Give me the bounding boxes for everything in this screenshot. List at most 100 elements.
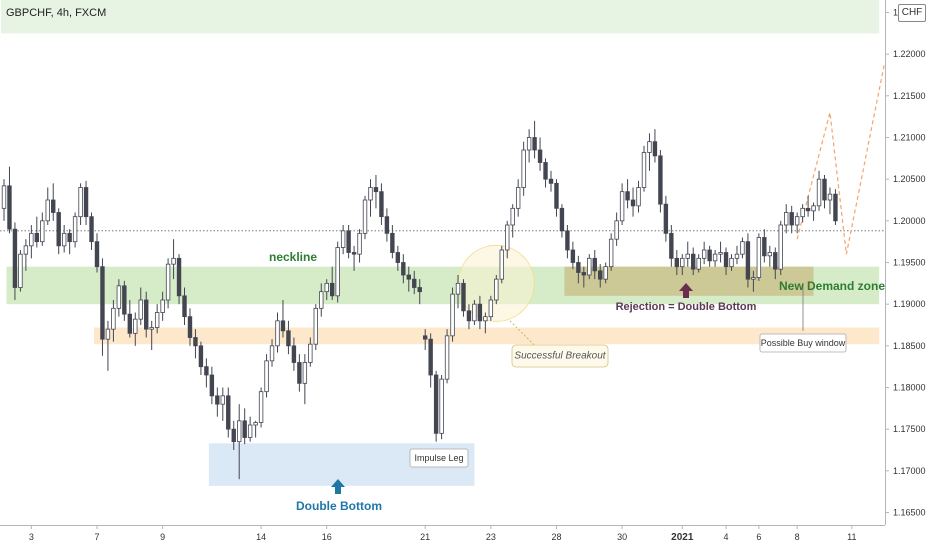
candle (472, 300, 477, 325)
candle (461, 279, 466, 317)
candle-body (78, 187, 83, 218)
candle (663, 195, 669, 242)
candle (100, 258, 105, 356)
candle-body (532, 137, 537, 151)
candle-body (51, 199, 56, 213)
candle (707, 245, 712, 267)
candle (373, 175, 379, 209)
candle-body (658, 155, 663, 205)
candle-body (734, 253, 740, 259)
candle-body (707, 249, 712, 262)
candle-body (237, 420, 242, 443)
candle (247, 416, 253, 442)
currency-button[interactable]: CHF (898, 4, 926, 22)
candle-body (133, 318, 138, 334)
candle-body (401, 262, 406, 276)
candle (740, 237, 745, 259)
neckline-label: neckline (269, 250, 317, 264)
candle-body (515, 187, 521, 209)
candle-body (499, 249, 504, 280)
candle (433, 370, 439, 442)
candle-body (297, 362, 302, 384)
candle-body (362, 199, 368, 234)
price-axis[interactable]: 1.16500 1.17000 1.17500 1.18000 1.18500 1.190… (885, 0, 932, 550)
candle-body (198, 345, 204, 368)
candle-body (669, 232, 674, 259)
candle (242, 408, 247, 445)
candle-body (816, 178, 822, 207)
time-tick-label: 8 (795, 532, 800, 542)
candle-body (751, 277, 756, 280)
candle (833, 189, 838, 225)
candle-body (351, 252, 357, 255)
candle-body (603, 266, 608, 280)
candle-body (1, 185, 7, 209)
candle-body (144, 299, 149, 330)
candle-body (827, 193, 833, 201)
candle-body (784, 212, 789, 226)
candle-body (433, 374, 439, 434)
candle-body (636, 187, 641, 207)
candle (335, 241, 340, 303)
candle-body (505, 224, 510, 251)
price-tick-label: 1.17500 (893, 424, 926, 434)
candle (712, 250, 718, 267)
time-tick-label: 16 (322, 532, 332, 542)
price-tick-label: 1.20500 (893, 174, 926, 184)
candle-body (450, 293, 455, 337)
candle-body (674, 257, 680, 268)
candle-body (247, 424, 253, 438)
candle-body (308, 343, 313, 363)
candle-body (165, 263, 171, 301)
candle-body (384, 216, 390, 234)
time-tick-label: 30 (617, 532, 627, 542)
candle-body (269, 345, 275, 362)
candle (357, 229, 362, 263)
candle-body (537, 149, 543, 163)
time-axis[interactable]: 3 7 9 14 16 21 23 28 30 2021 4 6 8 11 (0, 525, 932, 550)
candle (18, 250, 23, 292)
candle-body (805, 207, 811, 212)
candle-body (548, 178, 554, 184)
candle-body (625, 191, 630, 201)
candle (7, 166, 12, 234)
candle-body (329, 282, 335, 297)
candle (165, 258, 171, 309)
candle-body (477, 303, 483, 322)
candle-body (12, 228, 18, 288)
candle-body (811, 205, 816, 212)
candle (543, 158, 548, 188)
candle-body (83, 187, 89, 218)
candle-body (444, 335, 450, 380)
candle-body (280, 320, 286, 332)
candle (466, 304, 472, 330)
candle-body (231, 428, 236, 443)
candle-body (324, 282, 329, 293)
time-tick-label: 7 (94, 532, 99, 542)
candle (187, 308, 193, 346)
candle (417, 279, 422, 305)
candle (313, 304, 318, 350)
candle-body (614, 220, 619, 240)
candle (576, 255, 581, 284)
double-bottom-label: Double Bottom (296, 499, 382, 513)
candle (598, 264, 603, 288)
candle (691, 247, 696, 275)
rejection-arrow-icon (679, 283, 693, 298)
candle-body (723, 252, 729, 268)
candle-body (286, 330, 291, 347)
candle-body (340, 230, 346, 248)
candle (209, 366, 215, 405)
candle (784, 204, 789, 234)
candle (182, 287, 187, 325)
candle-body (89, 216, 94, 243)
candle (439, 375, 444, 440)
candle-body (171, 257, 176, 265)
candle (505, 220, 510, 259)
candle (253, 420, 258, 438)
candle (816, 170, 822, 211)
candle-body (209, 374, 215, 397)
candle (231, 420, 236, 450)
candle (822, 175, 827, 209)
